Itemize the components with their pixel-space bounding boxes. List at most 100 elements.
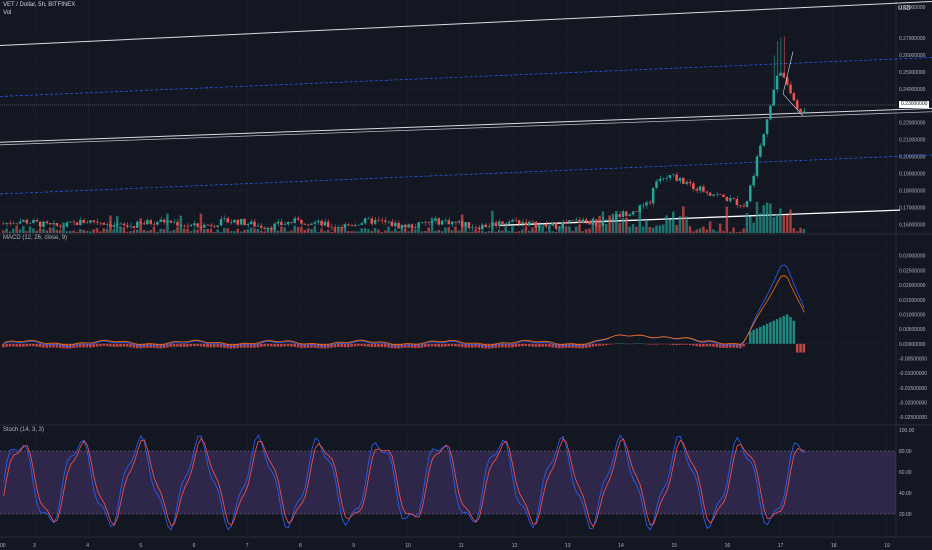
time-tick-label: 4 [86, 543, 89, 549]
macd-histogram-bar [702, 343, 705, 347]
macd-histogram-bar [48, 343, 52, 348]
candle [182, 225, 186, 227]
volume-bar [48, 227, 52, 233]
candle [568, 220, 571, 223]
candle [527, 221, 531, 226]
candle [58, 225, 62, 227]
macd-histogram-bar [548, 343, 551, 347]
candle [390, 221, 394, 227]
candle [172, 222, 176, 223]
volume-bar [678, 216, 682, 233]
candle [136, 221, 139, 228]
stoch-tick-label: 60.00 [899, 470, 912, 476]
candle [625, 211, 628, 216]
macd-histogram-bar [524, 343, 528, 347]
volume-bar [769, 203, 772, 233]
volume-bar [146, 231, 149, 233]
volume-bar [799, 227, 802, 233]
macd-histogram-bar [15, 343, 18, 347]
candle [471, 227, 474, 229]
volume-bar [430, 217, 434, 233]
volume-bar [243, 230, 246, 233]
candle [531, 221, 534, 223]
volume-bar [564, 226, 568, 233]
time-tick-label: 12 [512, 543, 518, 549]
candle [119, 223, 122, 225]
macd-histogram-bar [655, 343, 658, 345]
candle [524, 222, 528, 226]
volume-bar [253, 228, 256, 233]
candle [263, 227, 266, 229]
annotation-line [782, 93, 804, 117]
candle [504, 223, 508, 225]
price-tick-label: 0.25000000 [899, 70, 926, 76]
volume-bar [712, 229, 715, 233]
candle [655, 181, 658, 188]
macd-histogram-bar [253, 343, 256, 348]
candle [404, 224, 407, 228]
macd-histogram-bar [487, 343, 491, 349]
volume-bar [534, 229, 538, 233]
candle [32, 219, 35, 223]
volume-bar [119, 226, 122, 233]
macd-histogram-bar [25, 343, 28, 347]
candle [692, 183, 695, 189]
volume-bar [122, 227, 126, 233]
macd-histogram-bar [628, 343, 631, 345]
candle [229, 222, 233, 224]
time-tick-label: 3 [33, 543, 36, 549]
volume-bar [685, 216, 688, 233]
macd-tick-label: 0.00500000 [899, 327, 926, 333]
candle [434, 218, 437, 221]
macd-histogram-bar [45, 343, 49, 348]
macd-histogram-bar [641, 343, 645, 345]
volume-bar [125, 231, 129, 233]
candle [360, 223, 363, 225]
macd-tick-label: -0.02500000 [899, 415, 927, 421]
candle [554, 223, 558, 229]
candle [477, 227, 481, 230]
volume-bar [340, 226, 343, 233]
candle [605, 219, 608, 221]
candle [424, 221, 427, 223]
macd-histogram-bar [85, 343, 89, 348]
candle [772, 89, 776, 106]
volume-bar [387, 226, 390, 233]
macd-histogram-bar [782, 316, 786, 344]
candle [92, 220, 95, 222]
volume-bar [109, 215, 112, 233]
macd-histogram-bar [55, 343, 59, 348]
candle [698, 186, 702, 191]
volume-bar [474, 229, 477, 233]
volume-bar [213, 231, 216, 233]
candle [725, 196, 729, 201]
price-tick-label: 0.26000000 [899, 53, 926, 59]
candle [192, 223, 196, 226]
macd-histogram-bar [514, 343, 518, 348]
price-tick-label: 0.20000000 [899, 155, 926, 161]
volume-bar [467, 231, 471, 233]
volume-bar [581, 231, 585, 233]
candle [765, 119, 769, 134]
volume-bar [233, 231, 236, 233]
macd-histogram-bar [635, 343, 638, 344]
stoch-tick-label: 80.00 [899, 449, 912, 455]
macd-histogram-bar [125, 343, 129, 347]
time-tick-label: 9 [352, 543, 355, 549]
volume-bar [176, 227, 179, 233]
macd-histogram-bar [95, 343, 99, 347]
candle [320, 220, 323, 226]
candle [95, 221, 99, 223]
volume-bar [303, 229, 307, 233]
volume-bar [802, 229, 806, 233]
candle [323, 221, 327, 226]
candle [742, 205, 745, 207]
candle [712, 194, 715, 196]
candle [273, 223, 276, 230]
macd-histogram-bar [615, 343, 618, 344]
macd-histogram-bar [219, 343, 223, 348]
candle [752, 175, 755, 186]
macd-tick-label: 0.00000000 [899, 342, 926, 348]
volume-bar [28, 226, 32, 233]
